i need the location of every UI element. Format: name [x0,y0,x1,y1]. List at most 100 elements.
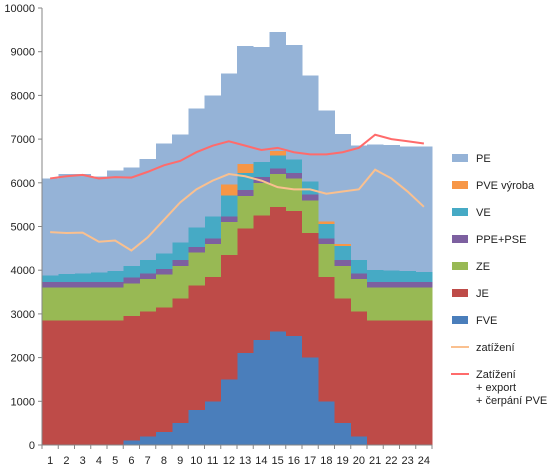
band-pve-vyroba-12 [220,184,238,196]
legend-item-pve-vyroba: PVE výroba [452,180,535,192]
plot-area [42,32,433,445]
y-tick-label: 0 [29,440,35,452]
band-je-23 [399,320,417,445]
band-je-15 [269,206,287,332]
band-pe-19 [334,133,352,244]
band-pe-17 [302,75,319,182]
y-tick-label: 2000 [11,353,35,365]
band-ppe-pse-24 [415,282,433,288]
band-je-4 [90,320,108,445]
band-fve-13 [237,353,254,445]
band-pe-14 [253,46,270,162]
band-ppe-pse-1 [42,282,59,288]
band-ve-8 [155,253,173,269]
band-ze-3 [74,287,92,321]
band-ppe-pse-20 [350,273,368,279]
band-ppe-pse-19 [334,260,352,266]
band-fve-9 [172,423,189,445]
band-ve-20 [350,260,368,274]
band-pe-20 [350,145,368,261]
x-tick-label: 21 [369,455,381,467]
x-tick-label: 5 [112,455,118,467]
band-pe-11 [204,95,222,217]
x-tick-label: 20 [353,455,365,467]
x-tick-label: 10 [190,455,202,467]
band-ve-7 [139,260,157,274]
band-ppe-pse-8 [155,268,173,275]
band-ze-24 [415,287,433,321]
band-ppe-pse-22 [383,282,400,288]
band-ppe-pse-9 [172,260,189,266]
band-ppe-pse-7 [139,273,157,279]
legend-item-fve: FVE [452,315,497,327]
x-tick-label: 6 [128,455,134,467]
band-fve-19 [334,423,352,445]
band-ze-9 [172,265,189,299]
band-je-3 [74,320,92,445]
band-je-12 [220,254,238,380]
x-tick-label: 9 [177,455,183,467]
band-ve-22 [383,270,400,282]
band-ve-17 [302,181,319,195]
band-ze-8 [155,274,173,308]
band-ppe-pse-13 [237,190,254,196]
y-tick-label: 7000 [11,134,35,146]
band-pe-10 [188,108,205,228]
band-pe-16 [285,45,303,160]
band-je-8 [155,307,173,432]
band-ve-16 [285,159,303,173]
band-ze-1 [42,287,59,321]
band-ve-23 [399,271,417,282]
band-ppe-pse-15 [269,168,287,175]
legend-item-ppe-pse: PPE+PSE [452,234,526,246]
band-ve-24 [415,271,433,282]
band-ppe-pse-10 [188,247,205,253]
band-ppe-pse-2 [58,282,75,288]
y-tick-label: 4000 [11,265,35,277]
band-pe-21 [367,144,384,270]
band-je-16 [285,211,303,336]
band-ze-22 [383,287,400,321]
band-ze-7 [139,278,157,312]
band-ze-13 [237,195,254,229]
legend-swatch [452,181,468,189]
band-ze-19 [334,265,352,299]
band-ve-10 [188,227,205,248]
legend-label-line: + čerpání PVE [476,395,547,407]
legend-item-je: JE [452,288,489,300]
band-ve-12 [220,195,238,217]
legend-swatch [452,316,468,324]
band-fve-6 [123,440,140,445]
band-ve-21 [367,269,384,282]
band-ve-11 [204,216,222,239]
band-ve-5 [107,271,124,282]
band-pe-15 [269,32,287,151]
band-ppe-pse-6 [123,277,140,284]
x-tick-label: 18 [320,455,332,467]
y-tick-label: 5000 [11,222,35,234]
y-tick-label: 8000 [11,90,35,102]
band-ze-15 [269,174,287,207]
x-tick-label: 22 [385,455,397,467]
legend-item-zatizeni-export-cerpani-pve: Zatížení+ export+ čerpání PVE [451,369,547,407]
legend-item-pe: PE [452,153,491,165]
band-ppe-pse-4 [90,282,108,288]
legend-label: JE [476,288,489,300]
x-tick-label: 8 [161,455,167,467]
y-tick-label: 3000 [11,309,35,321]
band-je-1 [42,320,59,445]
band-fve-16 [285,335,303,445]
band-pe-3 [74,174,92,274]
band-pe-1 [42,178,59,276]
band-ppe-pse-5 [107,282,124,288]
legend-swatch [452,262,468,270]
band-pve-vyroba-19 [334,243,352,247]
x-tick-label: 24 [418,455,430,467]
x-tick-label: 1 [47,455,53,467]
band-je-24 [415,320,433,445]
band-ze-17 [302,200,319,234]
band-fve-10 [188,410,205,445]
band-ppe-pse-21 [367,282,384,288]
legend-swatch [452,235,468,243]
